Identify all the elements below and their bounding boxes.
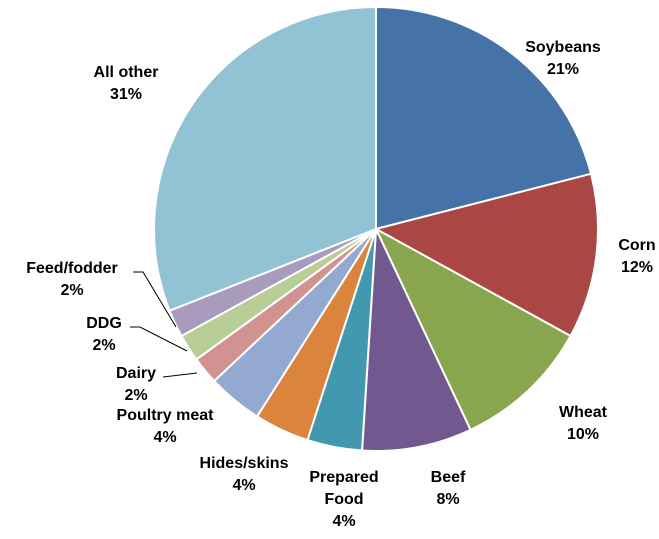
slice-percent-all-other: 31% — [110, 86, 142, 103]
slice-percent-feed-fodder: 2% — [60, 282, 83, 299]
leader-lines — [130, 271, 198, 378]
slice-percent-prepared-food: 4% — [332, 513, 355, 530]
slice-percent-beef: 8% — [436, 491, 459, 508]
slice-label-hides-skins: Hides/skins 4% — [200, 455, 289, 494]
pie-slice-soybeans — [375, 5, 593, 231]
slice-label-ddg: DDG 2% — [86, 315, 122, 354]
slice-label-feed-fodder: Feed/fodder 2% — [26, 260, 118, 299]
slice-percent-hides-skins: 4% — [232, 477, 255, 494]
pie-slice-wheat — [373, 226, 572, 432]
slice-label-dairy: Dairy 2% — [116, 365, 156, 404]
leader-line-ddg — [130, 326, 188, 352]
slice-label-beef: Beef 8% — [431, 469, 466, 508]
pie-slice-all-other — [153, 5, 377, 313]
pie-slice-corn — [373, 172, 599, 338]
slice-label-soybeans: Soybeans 21% — [525, 39, 601, 78]
leader-line-dairy — [162, 372, 198, 378]
slice-label-poultry-meat: Poultry meat 4% — [117, 407, 215, 446]
slice-percent-dairy: 2% — [124, 387, 147, 404]
slice-labels: Soybeans 21% Corn 12% Wheat 10% Beef 8% Prepared… — [26, 39, 655, 530]
pie-slices — [153, 5, 599, 452]
slice-percent-poultry-meat: 4% — [153, 429, 176, 446]
slice-percent-ddg: 2% — [92, 337, 115, 354]
slice-label-corn: Corn 12% — [618, 237, 655, 276]
slice-percent-soybeans: 21% — [547, 61, 579, 78]
leader-line-feed-fodder — [133, 271, 177, 328]
slice-label-wheat: Wheat 10% — [559, 404, 608, 443]
slice-label-all-other: All other 31% — [94, 64, 159, 103]
slice-label-prepared-food: Prepared Food 4% — [309, 469, 378, 530]
slice-percent-corn: 12% — [621, 259, 653, 276]
slice-percent-wheat: 10% — [567, 426, 599, 443]
pie-slice-beef — [360, 228, 472, 452]
